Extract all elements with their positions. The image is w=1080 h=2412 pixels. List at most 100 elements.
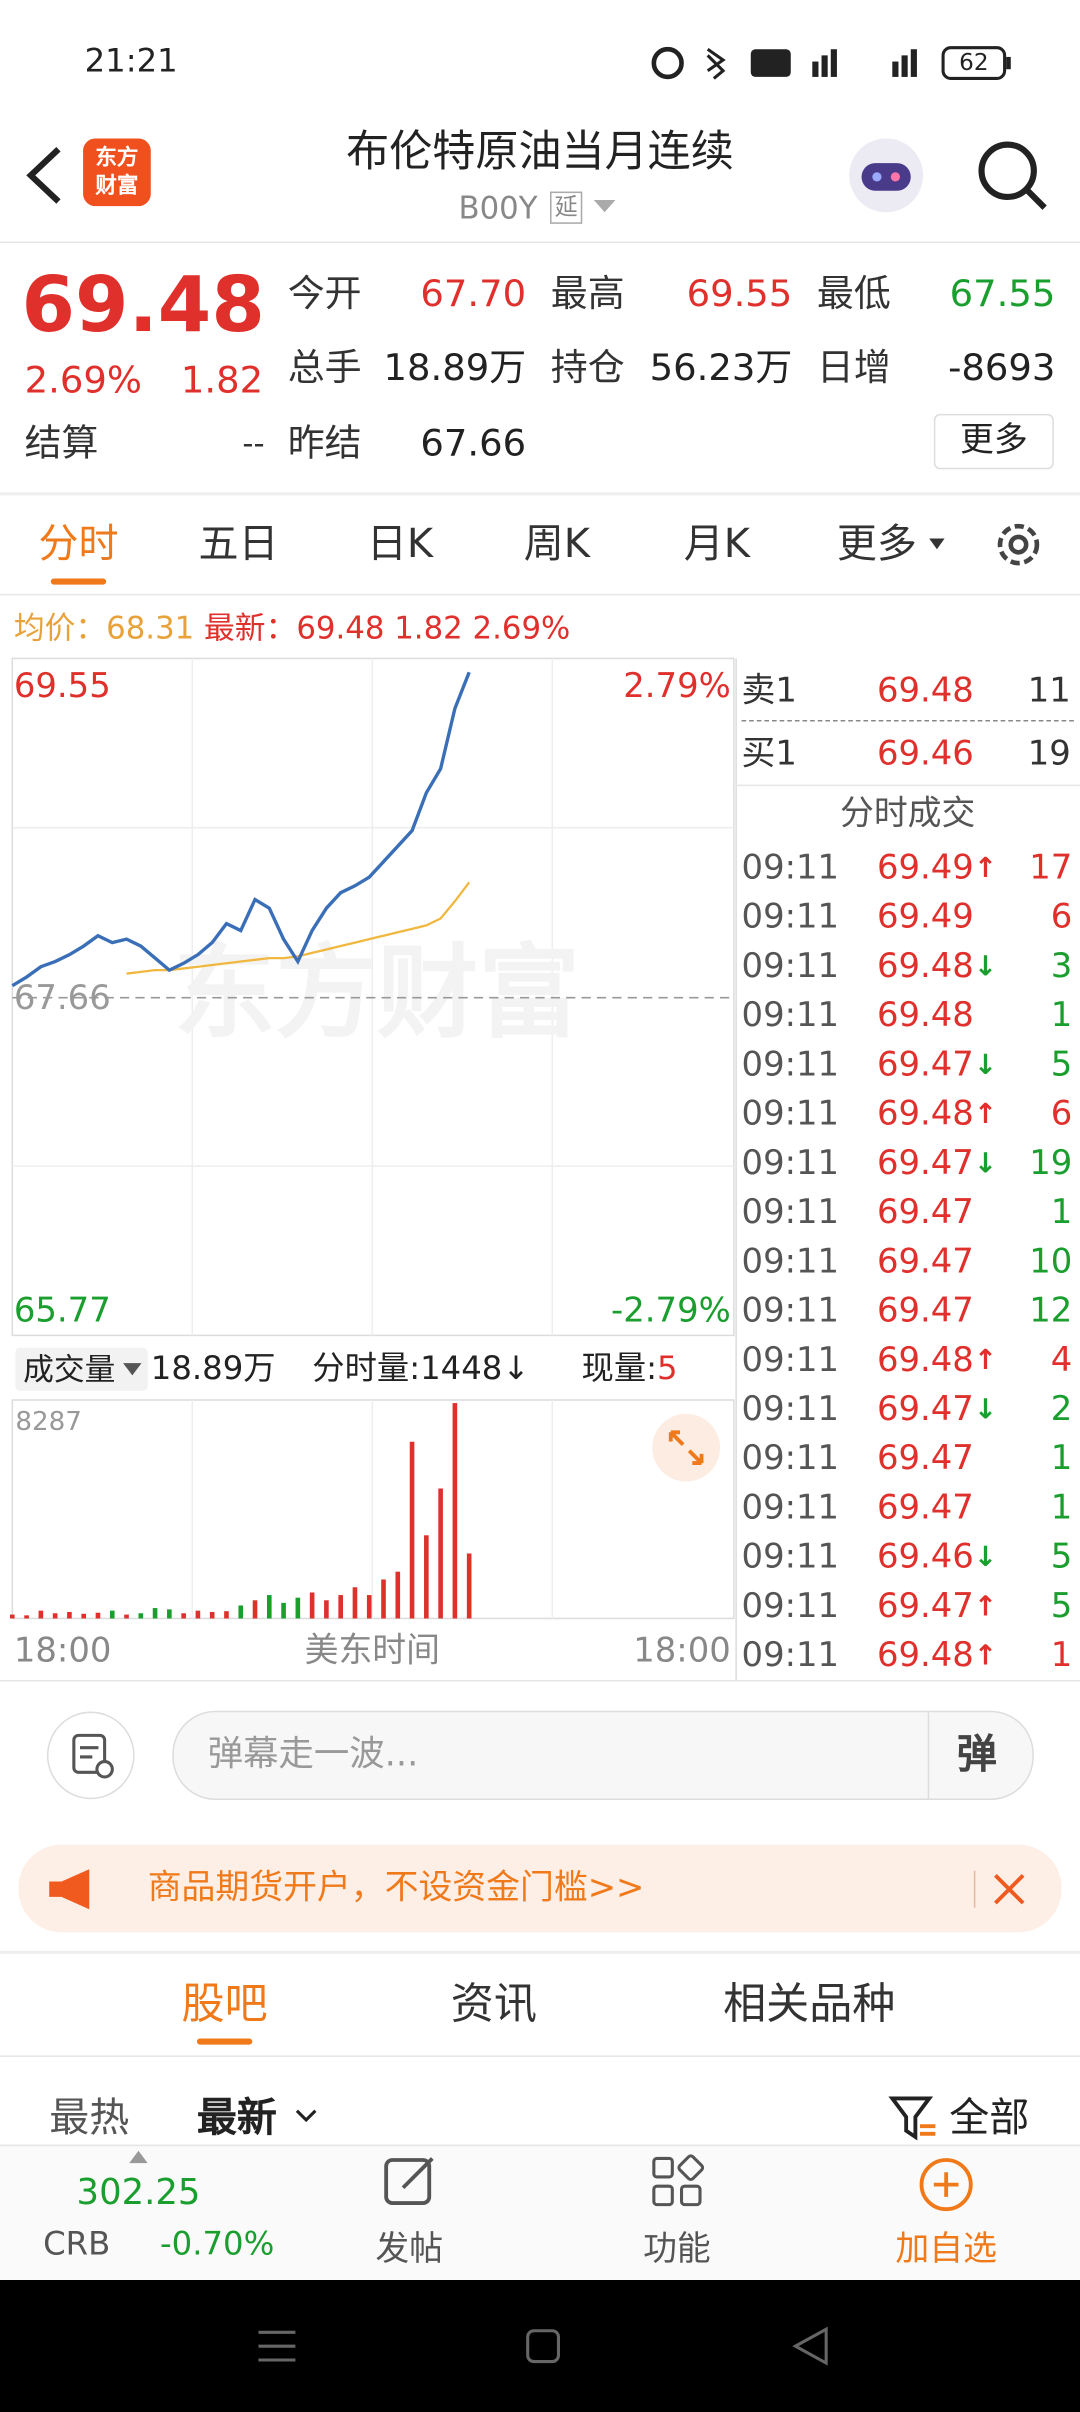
field-value: 56.23万 xyxy=(649,346,793,390)
divider xyxy=(0,492,1080,496)
volume-bar xyxy=(195,1610,201,1619)
expand-arrow[interactable] xyxy=(129,2150,148,2164)
index-value: 302.25 xyxy=(76,2173,201,2214)
settings-button[interactable] xyxy=(994,520,1043,569)
expand-button[interactable] xyxy=(651,1412,722,1483)
period-tab[interactable]: 周K xyxy=(523,521,591,568)
avg-line xyxy=(126,881,471,975)
nav-item[interactable]: 功能 xyxy=(643,2230,711,2270)
back-button[interactable] xyxy=(22,145,68,207)
trade-time: 09:11 xyxy=(741,1243,840,1282)
home-button[interactable] xyxy=(525,2328,562,2365)
section-tab[interactable]: 股吧 xyxy=(181,1978,268,2030)
trade-time: 09:11 xyxy=(741,1538,840,1577)
volume-bar xyxy=(409,1441,415,1619)
volume-bar xyxy=(181,1613,186,1619)
trade-price: 69.47 xyxy=(876,1144,974,1184)
trade-volume: 1 xyxy=(1050,996,1073,1036)
trade-time: 09:11 xyxy=(741,1440,840,1479)
field-label: 总手 xyxy=(287,346,362,390)
sort-option[interactable]: 最热 xyxy=(49,2095,130,2142)
x-start-label: 18:00 xyxy=(13,1632,112,1671)
filter-label[interactable]: 全部 xyxy=(949,2095,1030,2142)
trade-volume: 5 xyxy=(1050,1587,1073,1627)
volume-bar xyxy=(424,1535,429,1619)
pct-min-label: -2.79% xyxy=(611,1292,731,1331)
robot-avatar[interactable] xyxy=(846,135,926,215)
panel-divider xyxy=(735,658,737,1681)
back-system-button[interactable] xyxy=(791,2326,831,2366)
divider xyxy=(0,241,1080,244)
trade-time: 09:11 xyxy=(741,1095,840,1134)
volume-bar xyxy=(224,1611,229,1619)
nav-item[interactable]: 发帖 xyxy=(375,2230,444,2270)
dropdown-arrow xyxy=(123,1363,142,1376)
trade-price: 69.47 xyxy=(876,1292,974,1331)
dropdown-arrow[interactable] xyxy=(592,198,617,213)
volume-bar xyxy=(466,1553,472,1619)
trade-price: 69.47 xyxy=(876,1587,974,1627)
filter-icon[interactable] xyxy=(888,2095,938,2141)
menu-button[interactable] xyxy=(257,2326,297,2366)
trade-volume: 4 xyxy=(1050,1341,1073,1381)
volume-bar xyxy=(266,1595,272,1619)
trade-volume: 1 xyxy=(1050,1636,1073,1676)
instrument-title: 布伦特原油当月连续 xyxy=(346,126,734,177)
field-value: 18.89万 xyxy=(383,346,527,390)
volume-bar xyxy=(324,1600,329,1619)
book-side: 卖1 xyxy=(741,672,797,711)
period-tab[interactable]: 日K xyxy=(366,521,434,568)
trade-arrow: ↑ xyxy=(973,852,998,885)
section-tab[interactable]: 资讯 xyxy=(450,1978,537,2030)
tick-volume-arrow: ↓ xyxy=(502,1350,530,1387)
current-volume-value: 5 xyxy=(657,1350,678,1387)
trade-volume: 6 xyxy=(1050,898,1073,937)
close-button[interactable] xyxy=(992,1872,1026,1906)
divider xyxy=(735,784,1080,787)
divider xyxy=(0,2055,1080,2057)
instrument-code: B00Y xyxy=(458,189,538,227)
trade-arrow: ↓ xyxy=(973,1049,998,1082)
trade-price: 69.47 xyxy=(876,1390,974,1430)
comment-input[interactable]: 弹幕走一波... 弹 xyxy=(172,1710,1034,1801)
volume-bar xyxy=(438,1488,443,1619)
trade-volume: 1 xyxy=(1050,1440,1073,1479)
intraday-chart: 东方财富 xyxy=(10,657,735,1620)
avg-label: 均价： xyxy=(13,609,107,647)
danmaku-button[interactable]: 弹 xyxy=(956,1732,997,1779)
trades-title: 分时成交 xyxy=(839,795,976,834)
trade-time: 09:11 xyxy=(741,1341,840,1381)
promo-banner[interactable]: 商品期货开户，不设资金门槛>> xyxy=(18,1844,1062,1933)
index-change: -0.70% xyxy=(160,2225,275,2263)
period-tab[interactable]: 更多 xyxy=(836,521,917,568)
nav-item[interactable]: 加自选 xyxy=(895,2230,997,2270)
volume-bar xyxy=(10,1614,15,1619)
volume-bar xyxy=(109,1610,115,1619)
tab-underline xyxy=(50,578,107,585)
volume-selector[interactable]: 成交量 xyxy=(15,1347,148,1391)
period-tab[interactable]: 五日 xyxy=(198,521,279,568)
period-tab[interactable]: 月K xyxy=(683,521,751,568)
bottom-nav xyxy=(0,2144,1080,2282)
last-price: 69.48 xyxy=(296,609,385,647)
sort-option[interactable]: 最新 xyxy=(196,2095,277,2142)
trade-arrow: ↓ xyxy=(973,950,998,984)
volume-bar xyxy=(366,1595,372,1619)
period-tab[interactable]: 分时 xyxy=(38,521,119,568)
volume-bar xyxy=(209,1611,215,1619)
trade-volume: 3 xyxy=(1050,947,1073,987)
status-time: 21:21 xyxy=(84,42,178,80)
section-tab[interactable]: 相关品种 xyxy=(723,1978,896,2030)
more-button[interactable]: 更多 xyxy=(933,413,1054,470)
field-label: 昨结 xyxy=(287,421,362,465)
tick-volume-value: 1448 xyxy=(420,1350,503,1387)
volume-bar xyxy=(138,1613,144,1619)
logo-text: 东方 xyxy=(95,146,139,171)
trade-volume: 1 xyxy=(1050,1489,1073,1528)
volume-bar xyxy=(81,1613,87,1619)
volume-bar xyxy=(52,1613,58,1619)
comment-settings-button[interactable] xyxy=(46,1711,135,1800)
divider xyxy=(0,1680,1080,1682)
last-price: 69.48 xyxy=(21,260,265,350)
search-button[interactable] xyxy=(975,138,1052,215)
